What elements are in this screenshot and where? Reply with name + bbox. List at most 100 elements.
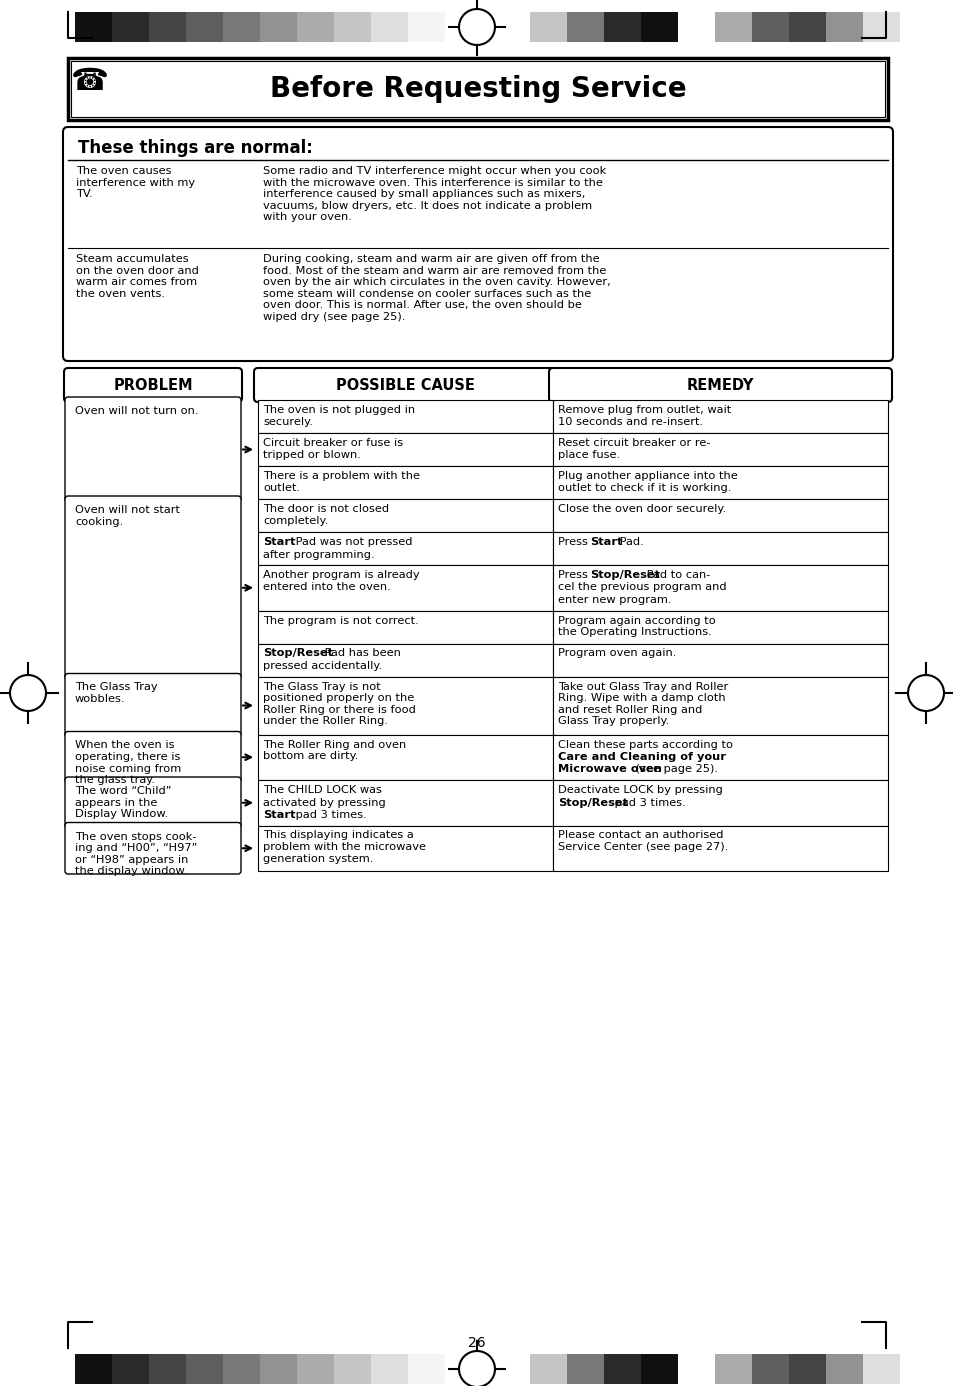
Text: pad 3 times.: pad 3 times. xyxy=(610,797,685,808)
Bar xyxy=(75,1354,112,1385)
Bar xyxy=(186,1354,223,1385)
Bar xyxy=(257,676,553,735)
Bar xyxy=(640,12,678,42)
Bar xyxy=(257,735,553,780)
Bar xyxy=(112,12,149,42)
Bar xyxy=(112,1354,149,1385)
Text: Steam accumulates
on the oven door and
warm air comes from
the oven vents.: Steam accumulates on the oven door and w… xyxy=(76,254,198,299)
Text: The oven stops cook-
ing and “H00”, “H97”
or “H98” appears in
the display window: The oven stops cook- ing and “H00”, “H97… xyxy=(75,832,197,876)
Text: Plug another appliance into the
outlet to check if it is working.: Plug another appliance into the outlet t… xyxy=(558,471,737,492)
Bar xyxy=(553,401,887,432)
Bar xyxy=(862,12,899,42)
Text: When the oven is
operating, there is
noise coming from
the glass tray.: When the oven is operating, there is noi… xyxy=(75,740,181,786)
Bar xyxy=(553,432,887,466)
Text: During cooking, steam and warm air are given off from the
food. Most of the stea: During cooking, steam and warm air are g… xyxy=(263,254,610,322)
Bar xyxy=(371,1354,408,1385)
Bar xyxy=(553,643,887,676)
FancyBboxPatch shape xyxy=(65,732,241,783)
Bar xyxy=(186,12,223,42)
Text: Microwave oven: Microwave oven xyxy=(558,765,661,775)
Bar xyxy=(296,1354,334,1385)
Bar xyxy=(751,12,788,42)
Bar xyxy=(257,565,553,610)
Bar xyxy=(553,565,887,610)
Bar xyxy=(149,12,186,42)
Text: Program again according to
the Operating Instructions.: Program again according to the Operating… xyxy=(558,615,715,638)
Bar xyxy=(334,12,371,42)
FancyBboxPatch shape xyxy=(548,369,891,402)
Text: POSSIBLE CAUSE: POSSIBLE CAUSE xyxy=(335,377,475,392)
Bar xyxy=(223,1354,260,1385)
Bar xyxy=(75,12,112,42)
Text: Reset circuit breaker or re-
place fuse.: Reset circuit breaker or re- place fuse. xyxy=(558,438,710,460)
Bar xyxy=(408,1354,444,1385)
Bar xyxy=(296,12,334,42)
FancyBboxPatch shape xyxy=(65,778,241,829)
Text: Close the oven door securely.: Close the oven door securely. xyxy=(558,505,725,514)
Bar xyxy=(553,826,887,870)
Bar xyxy=(371,12,408,42)
Bar xyxy=(788,12,825,42)
Bar xyxy=(257,401,553,432)
Bar xyxy=(714,1354,751,1385)
Text: Pad.: Pad. xyxy=(616,536,643,547)
Bar xyxy=(603,12,640,42)
Text: Remove plug from outlet, wait
10 seconds and re-insert.: Remove plug from outlet, wait 10 seconds… xyxy=(558,405,731,427)
Bar xyxy=(257,826,553,870)
Text: Take out Glass Tray and Roller
Ring. Wipe with a damp cloth
and reset Roller Rin: Take out Glass Tray and Roller Ring. Wip… xyxy=(558,682,727,726)
Bar xyxy=(553,499,887,532)
FancyBboxPatch shape xyxy=(63,128,892,360)
Text: (see page 25).: (see page 25). xyxy=(632,765,718,775)
Text: The Glass Tray is not
positioned properly on the
Roller Ring or there is food
un: The Glass Tray is not positioned properl… xyxy=(263,682,416,726)
Bar xyxy=(260,1354,296,1385)
Text: The word “Child”
appears in the
Display Window.: The word “Child” appears in the Display … xyxy=(75,786,172,819)
FancyBboxPatch shape xyxy=(253,369,557,402)
Text: Stop/Reset: Stop/Reset xyxy=(558,797,627,808)
Text: cel the previous program and: cel the previous program and xyxy=(558,582,726,592)
Text: Oven will not turn on.: Oven will not turn on. xyxy=(75,406,198,416)
Text: The program is not correct.: The program is not correct. xyxy=(263,615,418,625)
Text: The door is not closed
completely.: The door is not closed completely. xyxy=(263,505,389,525)
Bar xyxy=(553,466,887,499)
Bar xyxy=(825,1354,862,1385)
Bar xyxy=(408,12,444,42)
Bar xyxy=(71,61,884,116)
Bar xyxy=(553,610,887,643)
Text: Please contact an authorised
Service Center (see page 27).: Please contact an authorised Service Cen… xyxy=(558,830,727,852)
Text: Deactivate LOCK by pressing: Deactivate LOCK by pressing xyxy=(558,784,722,796)
Text: enter new program.: enter new program. xyxy=(558,595,671,606)
Bar xyxy=(678,1354,714,1385)
Bar xyxy=(257,466,553,499)
Text: Stop/Reset: Stop/Reset xyxy=(263,649,333,658)
Bar xyxy=(68,58,887,121)
Text: Care and Cleaning of your: Care and Cleaning of your xyxy=(558,753,725,762)
Text: Oven will not start
cooking.: Oven will not start cooking. xyxy=(75,505,180,527)
Text: The oven causes
interference with my
TV.: The oven causes interference with my TV. xyxy=(76,166,195,200)
FancyBboxPatch shape xyxy=(65,674,241,737)
Text: Pad was not pressed: Pad was not pressed xyxy=(292,536,412,547)
Bar xyxy=(223,12,260,42)
Bar xyxy=(530,12,566,42)
Text: after programming.: after programming. xyxy=(263,549,375,560)
Text: This displaying indicates a
problem with the microwave
generation system.: This displaying indicates a problem with… xyxy=(263,830,426,863)
Bar xyxy=(751,1354,788,1385)
Bar xyxy=(825,12,862,42)
Text: Before Requesting Service: Before Requesting Service xyxy=(270,75,685,103)
Bar xyxy=(553,780,887,826)
Text: Start: Start xyxy=(589,536,621,547)
Text: Start: Start xyxy=(263,536,295,547)
Bar xyxy=(257,432,553,466)
Text: Press: Press xyxy=(558,536,591,547)
Bar xyxy=(530,1354,566,1385)
Text: The oven is not plugged in
securely.: The oven is not plugged in securely. xyxy=(263,405,415,427)
Bar xyxy=(553,735,887,780)
Text: REMEDY: REMEDY xyxy=(686,377,754,392)
Bar xyxy=(334,1354,371,1385)
Text: PROBLEM: PROBLEM xyxy=(113,377,193,392)
Bar xyxy=(603,1354,640,1385)
Text: Program oven again.: Program oven again. xyxy=(558,649,676,658)
Text: Pad to can-: Pad to can- xyxy=(642,570,709,579)
Bar xyxy=(257,532,553,565)
Text: 26: 26 xyxy=(468,1336,485,1350)
FancyBboxPatch shape xyxy=(65,822,241,875)
